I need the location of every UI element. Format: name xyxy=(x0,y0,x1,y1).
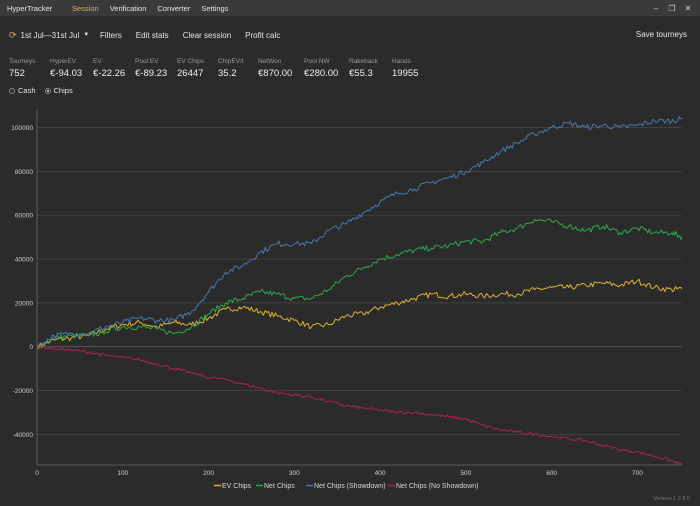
x-tick-label: 600 xyxy=(546,470,557,477)
y-tick-label: 80000 xyxy=(15,169,33,176)
stat-ev: EV €-22.26 xyxy=(93,58,135,79)
version-label: Version 1.2.8.0 xyxy=(653,496,690,502)
series-line xyxy=(36,218,683,348)
stat-label: Rakeback xyxy=(349,58,378,65)
view-mode-toggle: Cash Chips xyxy=(9,86,82,95)
stat-value: 26447 xyxy=(177,68,204,79)
y-tick-label: -40000 xyxy=(13,432,34,439)
stat-hyperev: HyperEV €-94.03 xyxy=(50,58,93,79)
stat-value: €-94.03 xyxy=(50,68,83,79)
y-tick-label: -20000 xyxy=(13,388,34,395)
y-tick-label: 100000 xyxy=(11,125,33,132)
x-tick-label: 500 xyxy=(460,470,471,477)
stat-value: €870.00 xyxy=(258,68,293,79)
legend-label: Net Chips xyxy=(264,483,295,490)
menu-converter[interactable]: Converter xyxy=(157,3,191,13)
stat-value: €55.3 xyxy=(349,68,373,79)
stat-label: HyperEV xyxy=(50,58,77,65)
edit-stats-button[interactable]: Edit stats xyxy=(135,30,169,40)
y-tick-label: 20000 xyxy=(15,300,33,307)
date-range-picker[interactable]: ⟳ 1st Jul—31st Jul ▼ xyxy=(0,30,100,41)
stat-pool-nw: Pool NW €280.00 xyxy=(304,58,349,79)
series-line xyxy=(36,278,683,350)
title-bar: HyperTracker Session Verification Conver… xyxy=(0,0,700,16)
window-controls: – ❐ ✕ xyxy=(648,0,696,16)
stat-label: EV xyxy=(93,58,102,65)
stats-bar: Tourneys 752 HyperEV €-94.03 EV €-22.26 … xyxy=(9,58,432,79)
stat-value: 752 xyxy=(9,68,25,79)
minimize-icon[interactable]: – xyxy=(653,3,659,13)
stat-value: 19955 xyxy=(392,68,419,79)
close-icon[interactable]: ✕ xyxy=(684,3,692,13)
toolbar: ⟳ 1st Jul—31st Jul ▼ Filters Edit stats … xyxy=(0,26,700,44)
app-title: HyperTracker xyxy=(7,3,53,13)
radio-chips-label: Chips xyxy=(53,86,73,95)
refresh-calendar-icon: ⟳ xyxy=(9,29,17,40)
stat-label: NetWon xyxy=(258,58,282,65)
y-tick-label: 0 xyxy=(29,344,33,351)
radio-chips[interactable]: Chips xyxy=(44,86,73,95)
x-tick-label: 200 xyxy=(203,470,214,477)
chevron-down-icon: ▼ xyxy=(83,32,90,38)
save-tourneys-button[interactable]: Save tourneys xyxy=(635,30,687,39)
stat-label: ChipEV/t xyxy=(218,58,244,65)
legend-label: EV Chips xyxy=(222,483,252,490)
stat-label: Pool EV xyxy=(135,58,159,65)
radio-chips-dot xyxy=(44,87,51,94)
filters-button[interactable]: Filters xyxy=(100,30,122,40)
stat-chipev-t: ChipEV/t 35.2 xyxy=(218,58,258,79)
stat-ev-chips: EV Chips 26447 xyxy=(177,58,218,79)
y-tick-label: 40000 xyxy=(15,257,33,264)
clear-session-button[interactable]: Clear session xyxy=(182,30,232,40)
series-line xyxy=(36,116,683,348)
stat-label: EV Chips xyxy=(177,58,205,65)
stat-label: Tourneys xyxy=(9,58,36,65)
stat-value: €-89.23 xyxy=(135,68,168,79)
radio-cash-dot xyxy=(9,87,15,94)
stat-value: 35.2 xyxy=(218,68,237,79)
profit-calc-button[interactable]: Profit calc xyxy=(245,30,281,40)
menu-session[interactable]: Session xyxy=(72,3,99,13)
stat-pool-ev: Pool EV €-89.23 xyxy=(135,58,177,79)
stat-tourneys: Tourneys 752 xyxy=(9,58,50,79)
x-tick-label: 0 xyxy=(35,470,39,477)
stat-hands: Hands 19955 xyxy=(392,58,432,79)
stat-rakeback: Rakeback €55.3 xyxy=(349,58,392,79)
menu-verification[interactable]: Verification xyxy=(109,3,147,13)
legend-label: Net Chips (No Showdown) xyxy=(396,483,478,490)
radio-cash-label: Cash xyxy=(18,86,36,95)
x-tick-label: 100 xyxy=(117,470,128,477)
stat-value: €-22.26 xyxy=(93,68,126,79)
chips-graph: -40000 -20000 0 20000 40000 60000 80000 100000 0… xyxy=(11,110,683,490)
date-range-label: 1st Jul—31st Jul xyxy=(20,30,80,40)
x-tick-label: 400 xyxy=(375,470,386,477)
x-tick-label: 700 xyxy=(632,470,643,477)
menu-settings[interactable]: Settings xyxy=(201,3,229,13)
main-menu: Session Verification Converter Settings xyxy=(72,0,239,16)
restore-icon[interactable]: ❐ xyxy=(668,3,676,13)
stat-label: Pool NW xyxy=(304,58,330,65)
legend-label: Net Chips (Showdown) xyxy=(314,483,386,490)
radio-cash[interactable]: Cash xyxy=(9,86,36,95)
y-tick-label: 60000 xyxy=(15,213,33,220)
stat-label: Hands xyxy=(392,58,411,65)
stat-netwon: NetWon €870.00 xyxy=(258,58,304,79)
series-line xyxy=(36,345,683,466)
stat-value: €280.00 xyxy=(304,68,339,79)
x-tick-label: 300 xyxy=(289,470,300,477)
